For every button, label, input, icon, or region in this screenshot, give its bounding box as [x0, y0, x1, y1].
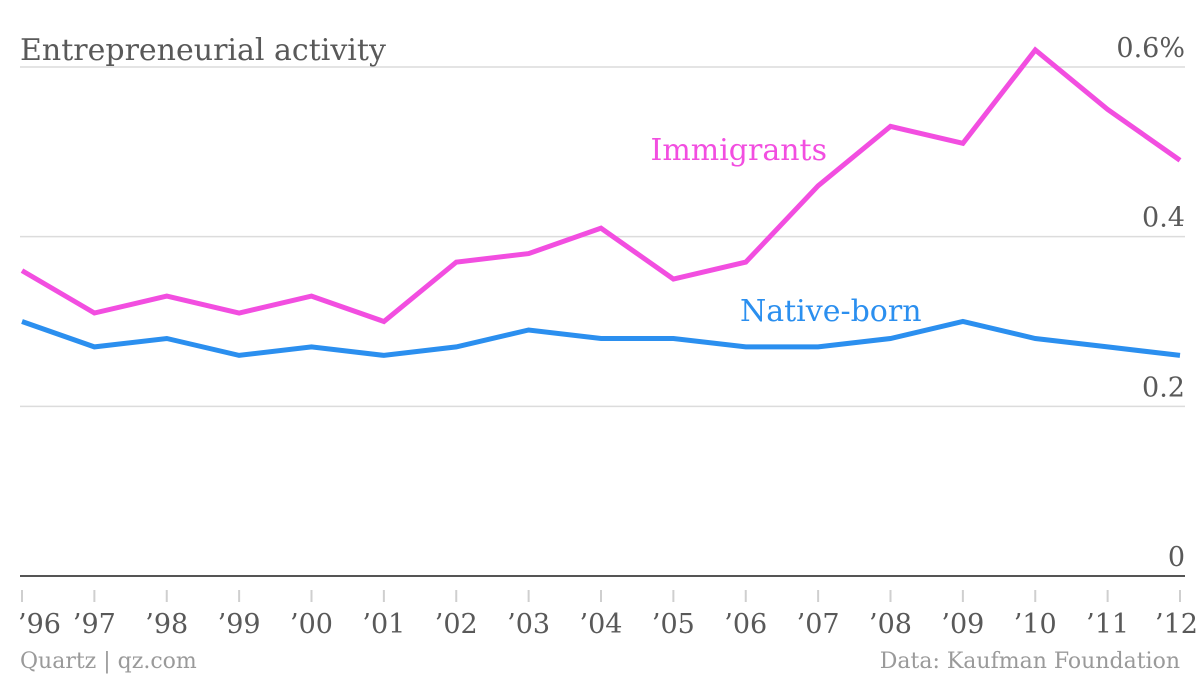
- x-axis-ticks: ’96 ’97 ’98 ’99 ’00 ’01 ’02 ’03 ’04 ’05 ’06 ’07 ’08 ’…: [18, 590, 1198, 640]
- x-tick-label: ’07: [797, 609, 840, 640]
- x-tick-label: ’99: [218, 609, 261, 640]
- x-tick-label: ’10: [1014, 609, 1057, 640]
- y-tick-label: 0: [1168, 542, 1185, 573]
- y-tick-label: 0.6%: [1116, 33, 1185, 64]
- series-label-native-born: Native-born: [740, 294, 922, 329]
- y-tick-label: 0.2: [1142, 372, 1185, 403]
- x-tick-label: ’09: [941, 609, 984, 640]
- x-tick-label: ’01: [362, 609, 405, 640]
- x-tick-label: ’98: [145, 609, 188, 640]
- chart-title: Entrepreneurial activity: [20, 33, 386, 68]
- series-labels: Immigrants Native-born: [650, 133, 921, 329]
- y-axis-ticks: 0 0.2 0.4 0.6%: [1116, 33, 1185, 573]
- x-tick-label: ’03: [507, 609, 550, 640]
- y-tick-label: 0.4: [1142, 203, 1185, 234]
- x-tick-label: ’04: [580, 609, 623, 640]
- gridlines: [20, 66, 1185, 577]
- x-tick-label: ’96: [18, 609, 61, 640]
- series-label-immigrants: Immigrants: [650, 133, 827, 168]
- x-tick-label: ’08: [869, 609, 912, 640]
- series-line-immigrants: [20, 46, 1182, 325]
- series-lines: [20, 46, 1182, 358]
- series-line-native-born: [21, 318, 1181, 358]
- x-tick-label: ’02: [435, 609, 478, 640]
- x-tick-label: ’11: [1086, 609, 1129, 640]
- x-tick-label: ’12: [1155, 609, 1198, 640]
- x-tick-label: ’97: [73, 609, 116, 640]
- footer-source: Data: Kaufman Foundation: [880, 649, 1180, 674]
- x-tick-label: ’00: [290, 609, 333, 640]
- footer-credit: Quartz | qz.com: [20, 649, 197, 674]
- x-tick-label: ’06: [724, 609, 767, 640]
- x-tick-label: ’05: [652, 609, 695, 640]
